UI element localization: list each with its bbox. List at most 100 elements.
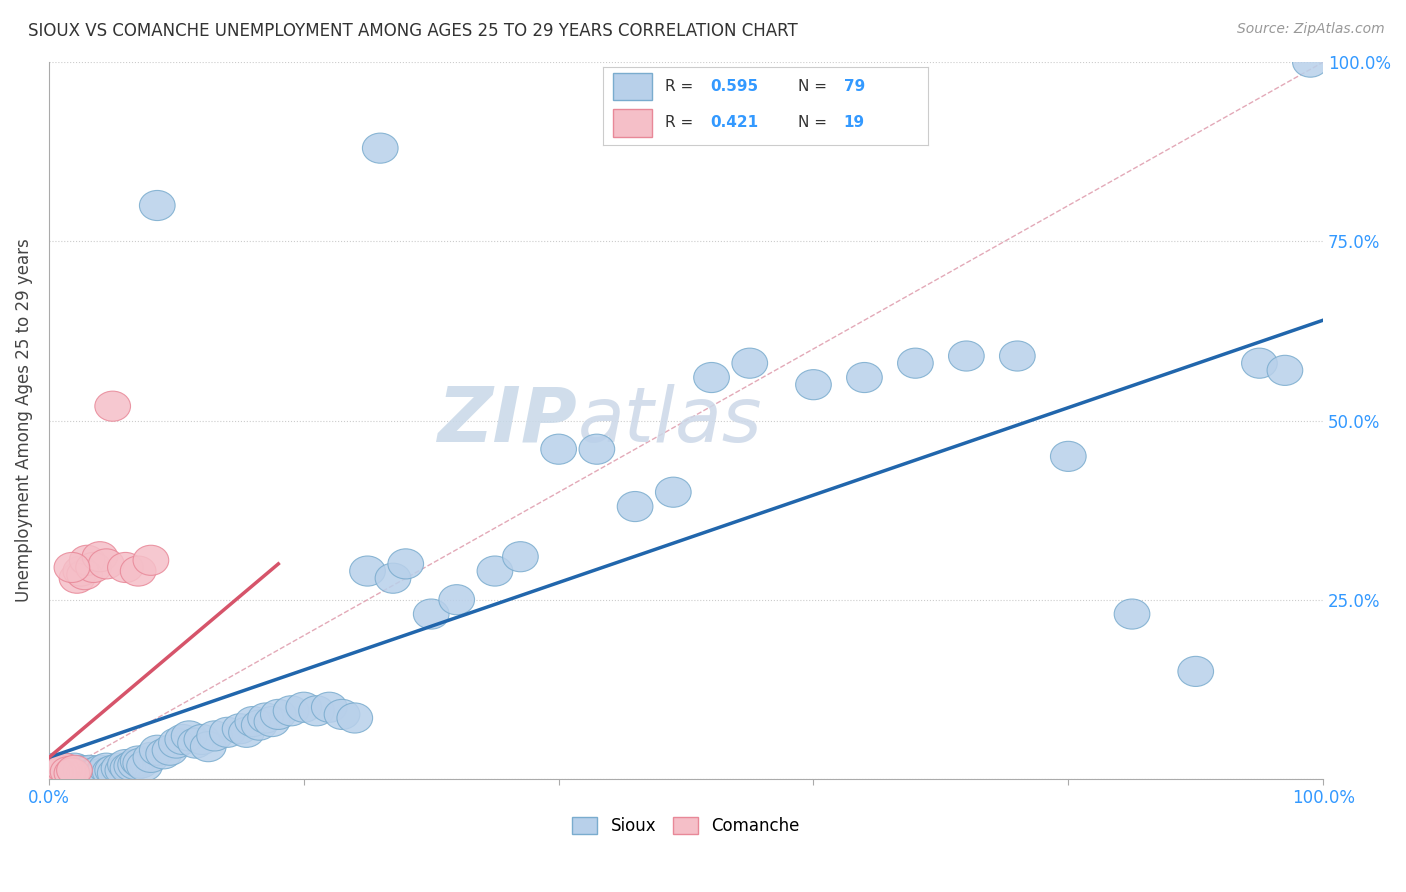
Y-axis label: Unemployment Among Ages 25 to 29 years: Unemployment Among Ages 25 to 29 years	[15, 239, 32, 602]
Ellipse shape	[190, 731, 226, 762]
Ellipse shape	[94, 391, 131, 421]
Ellipse shape	[242, 710, 277, 740]
Ellipse shape	[46, 753, 82, 783]
Ellipse shape	[197, 721, 232, 751]
Ellipse shape	[165, 724, 201, 755]
Ellipse shape	[222, 714, 257, 744]
Ellipse shape	[44, 756, 80, 787]
Ellipse shape	[350, 556, 385, 586]
Ellipse shape	[177, 728, 214, 758]
Ellipse shape	[152, 735, 188, 765]
Ellipse shape	[172, 721, 207, 751]
Ellipse shape	[134, 545, 169, 575]
Ellipse shape	[114, 751, 149, 781]
Ellipse shape	[273, 696, 309, 726]
Ellipse shape	[59, 756, 94, 787]
Ellipse shape	[897, 348, 934, 378]
Ellipse shape	[41, 758, 77, 789]
Ellipse shape	[184, 724, 219, 755]
Text: SIOUX VS COMANCHE UNEMPLOYMENT AMONG AGES 25 TO 29 YEARS CORRELATION CHART: SIOUX VS COMANCHE UNEMPLOYMENT AMONG AGE…	[28, 22, 797, 40]
Ellipse shape	[139, 735, 176, 765]
Ellipse shape	[325, 699, 360, 730]
Ellipse shape	[1178, 657, 1213, 687]
Ellipse shape	[312, 692, 347, 723]
Ellipse shape	[541, 434, 576, 464]
Ellipse shape	[121, 556, 156, 586]
Ellipse shape	[51, 756, 86, 787]
Ellipse shape	[260, 699, 297, 730]
Ellipse shape	[105, 756, 141, 785]
Ellipse shape	[69, 756, 105, 787]
Ellipse shape	[655, 477, 692, 508]
Ellipse shape	[38, 756, 73, 787]
Ellipse shape	[413, 599, 449, 629]
Ellipse shape	[38, 753, 73, 783]
Ellipse shape	[63, 756, 98, 785]
Ellipse shape	[1050, 442, 1087, 471]
Ellipse shape	[254, 706, 290, 737]
Ellipse shape	[82, 541, 118, 572]
Ellipse shape	[1000, 341, 1035, 371]
Ellipse shape	[229, 717, 264, 747]
Ellipse shape	[89, 753, 124, 783]
Ellipse shape	[56, 753, 93, 783]
Ellipse shape	[59, 563, 94, 593]
Ellipse shape	[796, 369, 831, 400]
Ellipse shape	[146, 739, 181, 769]
Ellipse shape	[949, 341, 984, 371]
Ellipse shape	[76, 758, 111, 789]
Text: Source: ZipAtlas.com: Source: ZipAtlas.com	[1237, 22, 1385, 37]
Ellipse shape	[118, 749, 153, 780]
Ellipse shape	[388, 549, 423, 579]
Ellipse shape	[298, 696, 335, 726]
Ellipse shape	[502, 541, 538, 572]
Ellipse shape	[439, 584, 475, 615]
Ellipse shape	[1241, 348, 1277, 378]
Ellipse shape	[76, 552, 111, 582]
Ellipse shape	[80, 756, 115, 787]
Legend: Sioux, Comanche: Sioux, Comanche	[572, 817, 800, 835]
Ellipse shape	[44, 756, 80, 785]
Ellipse shape	[89, 549, 124, 579]
Ellipse shape	[1267, 355, 1303, 385]
Ellipse shape	[617, 491, 652, 522]
Ellipse shape	[94, 756, 131, 785]
Ellipse shape	[69, 545, 105, 575]
Ellipse shape	[247, 703, 284, 733]
Ellipse shape	[84, 758, 121, 789]
Ellipse shape	[159, 728, 194, 758]
Ellipse shape	[72, 756, 108, 785]
Ellipse shape	[363, 133, 398, 163]
Ellipse shape	[209, 717, 245, 747]
Ellipse shape	[67, 559, 103, 590]
Ellipse shape	[108, 749, 143, 780]
Text: atlas: atlas	[578, 384, 762, 458]
Ellipse shape	[53, 756, 90, 785]
Ellipse shape	[733, 348, 768, 378]
Ellipse shape	[53, 552, 90, 582]
Ellipse shape	[579, 434, 614, 464]
Ellipse shape	[122, 748, 159, 778]
Ellipse shape	[375, 563, 411, 593]
Ellipse shape	[693, 362, 730, 392]
Ellipse shape	[285, 692, 322, 723]
Ellipse shape	[337, 703, 373, 733]
Ellipse shape	[93, 756, 128, 787]
Ellipse shape	[1114, 599, 1150, 629]
Ellipse shape	[127, 751, 162, 781]
Ellipse shape	[121, 746, 156, 776]
Ellipse shape	[1292, 47, 1329, 78]
Ellipse shape	[101, 753, 136, 783]
Ellipse shape	[97, 758, 134, 789]
Ellipse shape	[110, 753, 146, 783]
Ellipse shape	[53, 758, 90, 789]
Ellipse shape	[63, 556, 98, 586]
Ellipse shape	[67, 758, 103, 789]
Ellipse shape	[477, 556, 513, 586]
Ellipse shape	[51, 756, 86, 787]
Ellipse shape	[134, 742, 169, 772]
Ellipse shape	[46, 753, 82, 783]
Ellipse shape	[82, 756, 118, 785]
Text: ZIP: ZIP	[439, 384, 578, 458]
Ellipse shape	[108, 552, 143, 582]
